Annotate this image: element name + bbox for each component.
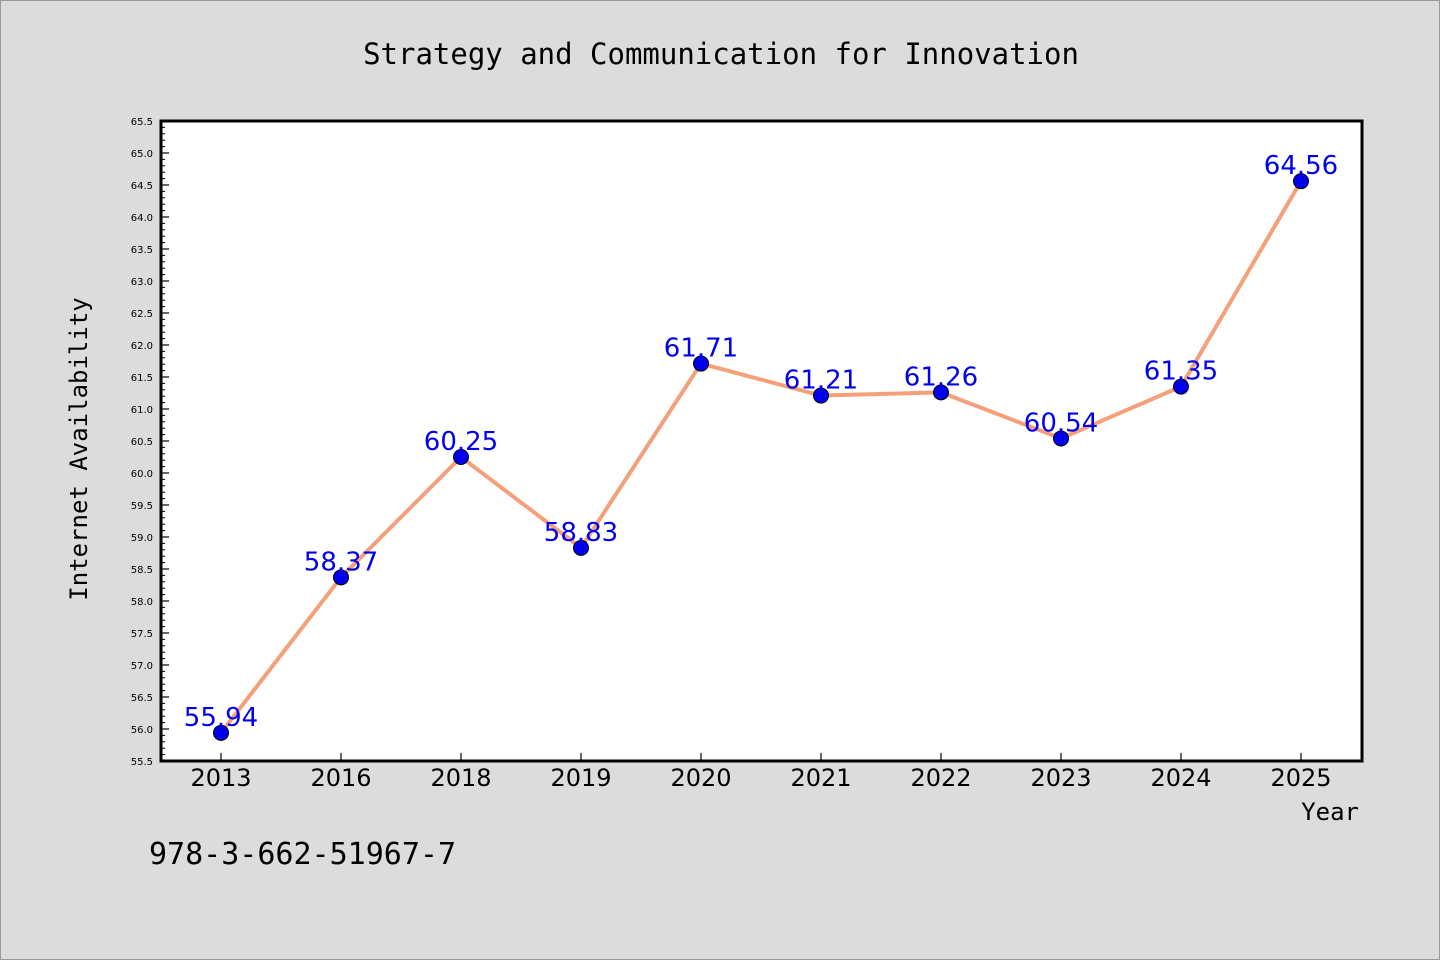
x-tick-label: 2024 [1150,764,1211,792]
data-label: 61.21 [784,366,858,396]
plot-area [159,119,1364,763]
x-axis: 2013 2016 2018 2019 2020 2021 2022 2023 2024 2025 [190,753,1332,792]
x-tick-label: 2018 [430,764,491,792]
chart-title: Strategy and Communication for Innovatio… [363,37,1079,71]
series-group [213,173,1309,741]
y-tick-label: 56.0 [131,725,153,736]
data-label: 61.26 [904,362,978,392]
y-axis: 55.5 56.0 56.5 57.0 57.5 58.0 58.5 59.0 59.5 60.0… [131,117,169,768]
y-tick-label: 62.0 [131,341,153,352]
y-axis-label: Internet Availability [65,297,93,600]
y-tick-label: 59.0 [131,533,153,544]
y-tick-label: 58.5 [131,565,153,576]
y-tick-label: 56.5 [131,693,153,704]
data-point [333,569,349,586]
data-point [1293,173,1309,190]
y-tick-label: 63.5 [131,245,153,256]
y-tick-label: 58.0 [131,597,153,608]
data-point [693,355,709,372]
data-label: 58.83 [544,518,618,548]
data-label: 60.25 [424,427,498,457]
data-point [813,387,829,404]
x-axis-label: Year [1301,798,1359,826]
y-tick-label: 55.5 [131,757,153,768]
y-tick-label: 61.0 [131,405,153,416]
data-point [933,384,949,401]
x-tick-label: 2013 [190,764,251,792]
y-tick-label: 59.5 [131,501,153,512]
y-tick-label: 60.0 [131,469,153,480]
y-tick-label: 61.5 [131,373,153,384]
data-label: 55.94 [184,703,258,733]
y-tick-label: 65.5 [131,117,153,128]
data-label: 61.35 [1144,357,1218,387]
y-tick-label: 60.5 [131,437,153,448]
x-tick-label: 2023 [1030,764,1091,792]
data-label: 64.56 [1264,151,1338,181]
x-tick-label: 2025 [1270,764,1331,792]
x-tick-label: 2016 [310,764,371,792]
x-tick-label: 2021 [790,764,851,792]
x-tick-label: 2022 [910,764,971,792]
series-line [219,180,1303,735]
footer-isbn: 978-3-662-51967-7 [149,837,456,872]
y-tick-label: 57.0 [131,661,153,672]
y-tick-label: 57.5 [131,629,153,640]
data-point [1173,378,1189,395]
x-tick-label: 2019 [550,764,611,792]
y-tick-label: 65.0 [131,149,153,160]
data-label: 61.71 [664,334,738,364]
data-point [573,539,589,556]
y-tick-label: 64.5 [131,181,153,192]
data-labels-group: 55.94 58.37 60.25 58.83 61.71 61.21 61.26 60.54… [184,151,1338,733]
data-point [453,449,469,465]
data-label: 58.37 [304,547,378,577]
y-tick-label: 62.5 [131,309,153,320]
data-point [213,724,229,741]
data-point [1053,430,1069,447]
data-label: 60.54 [1024,408,1098,438]
y-tick-label: 63.0 [131,277,153,288]
x-tick-label: 2020 [670,764,731,792]
y-tick-label: 64.0 [131,213,153,224]
